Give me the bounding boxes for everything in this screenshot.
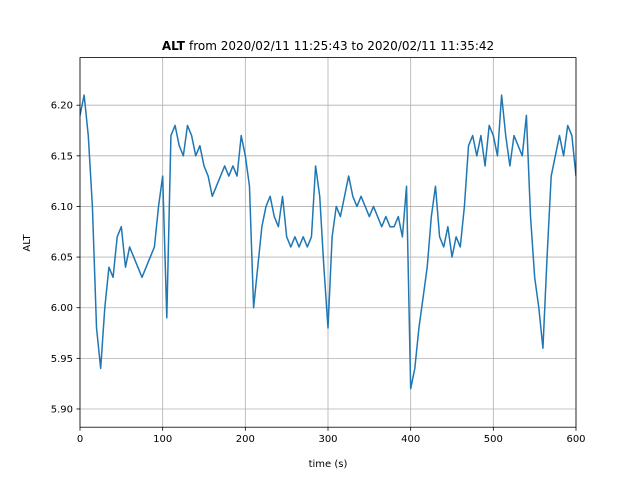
y-tick-label: 5.90	[51, 404, 73, 415]
y-tick-label: 5.95	[51, 354, 73, 365]
y-tick-label: 6.05	[51, 253, 73, 264]
x-tick-label: 500	[484, 434, 503, 445]
x-tick-label: 0	[77, 434, 83, 445]
chart-title-group: ALT from 2020/02/11 11:25:43 to 2020/02/1…	[162, 39, 494, 53]
y-tick-label: 6.15	[51, 151, 73, 162]
x-tick-label: 100	[153, 434, 172, 445]
y-tick-label: 6.10	[51, 202, 73, 213]
x-tick-label: 400	[401, 434, 420, 445]
title-variable: ALT	[162, 39, 186, 53]
x-tick-label: 600	[566, 434, 585, 445]
x-tick-label: 300	[318, 434, 337, 445]
chart-title: from 2020/02/11 11:25:43 to 2020/02/11 1…	[189, 39, 494, 53]
plot-frame	[79, 57, 577, 428]
data-line	[80, 94, 576, 390]
x-tick-label: 200	[236, 434, 255, 445]
y-tick-label: 6.00	[51, 303, 73, 314]
y-tick-label: 6.20	[51, 101, 73, 112]
y-axis-label: ALT	[22, 234, 33, 252]
x-axis-label: time (s)	[309, 459, 348, 470]
